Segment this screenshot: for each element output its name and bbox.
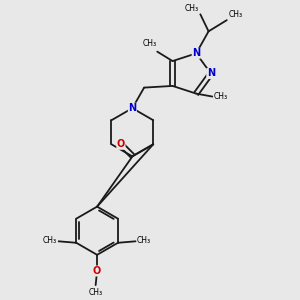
- Text: CH₃: CH₃: [137, 236, 151, 245]
- Text: CH₃: CH₃: [88, 288, 103, 297]
- Text: CH₃: CH₃: [142, 39, 156, 48]
- Text: N: N: [128, 103, 136, 113]
- Text: N: N: [207, 68, 215, 79]
- Text: O: O: [117, 139, 125, 149]
- Text: CH₃: CH₃: [214, 92, 228, 101]
- Text: N: N: [192, 48, 200, 59]
- Text: CH₃: CH₃: [228, 10, 242, 19]
- Text: O: O: [93, 266, 101, 276]
- Text: CH₃: CH₃: [185, 4, 199, 13]
- Text: CH₃: CH₃: [43, 236, 57, 245]
